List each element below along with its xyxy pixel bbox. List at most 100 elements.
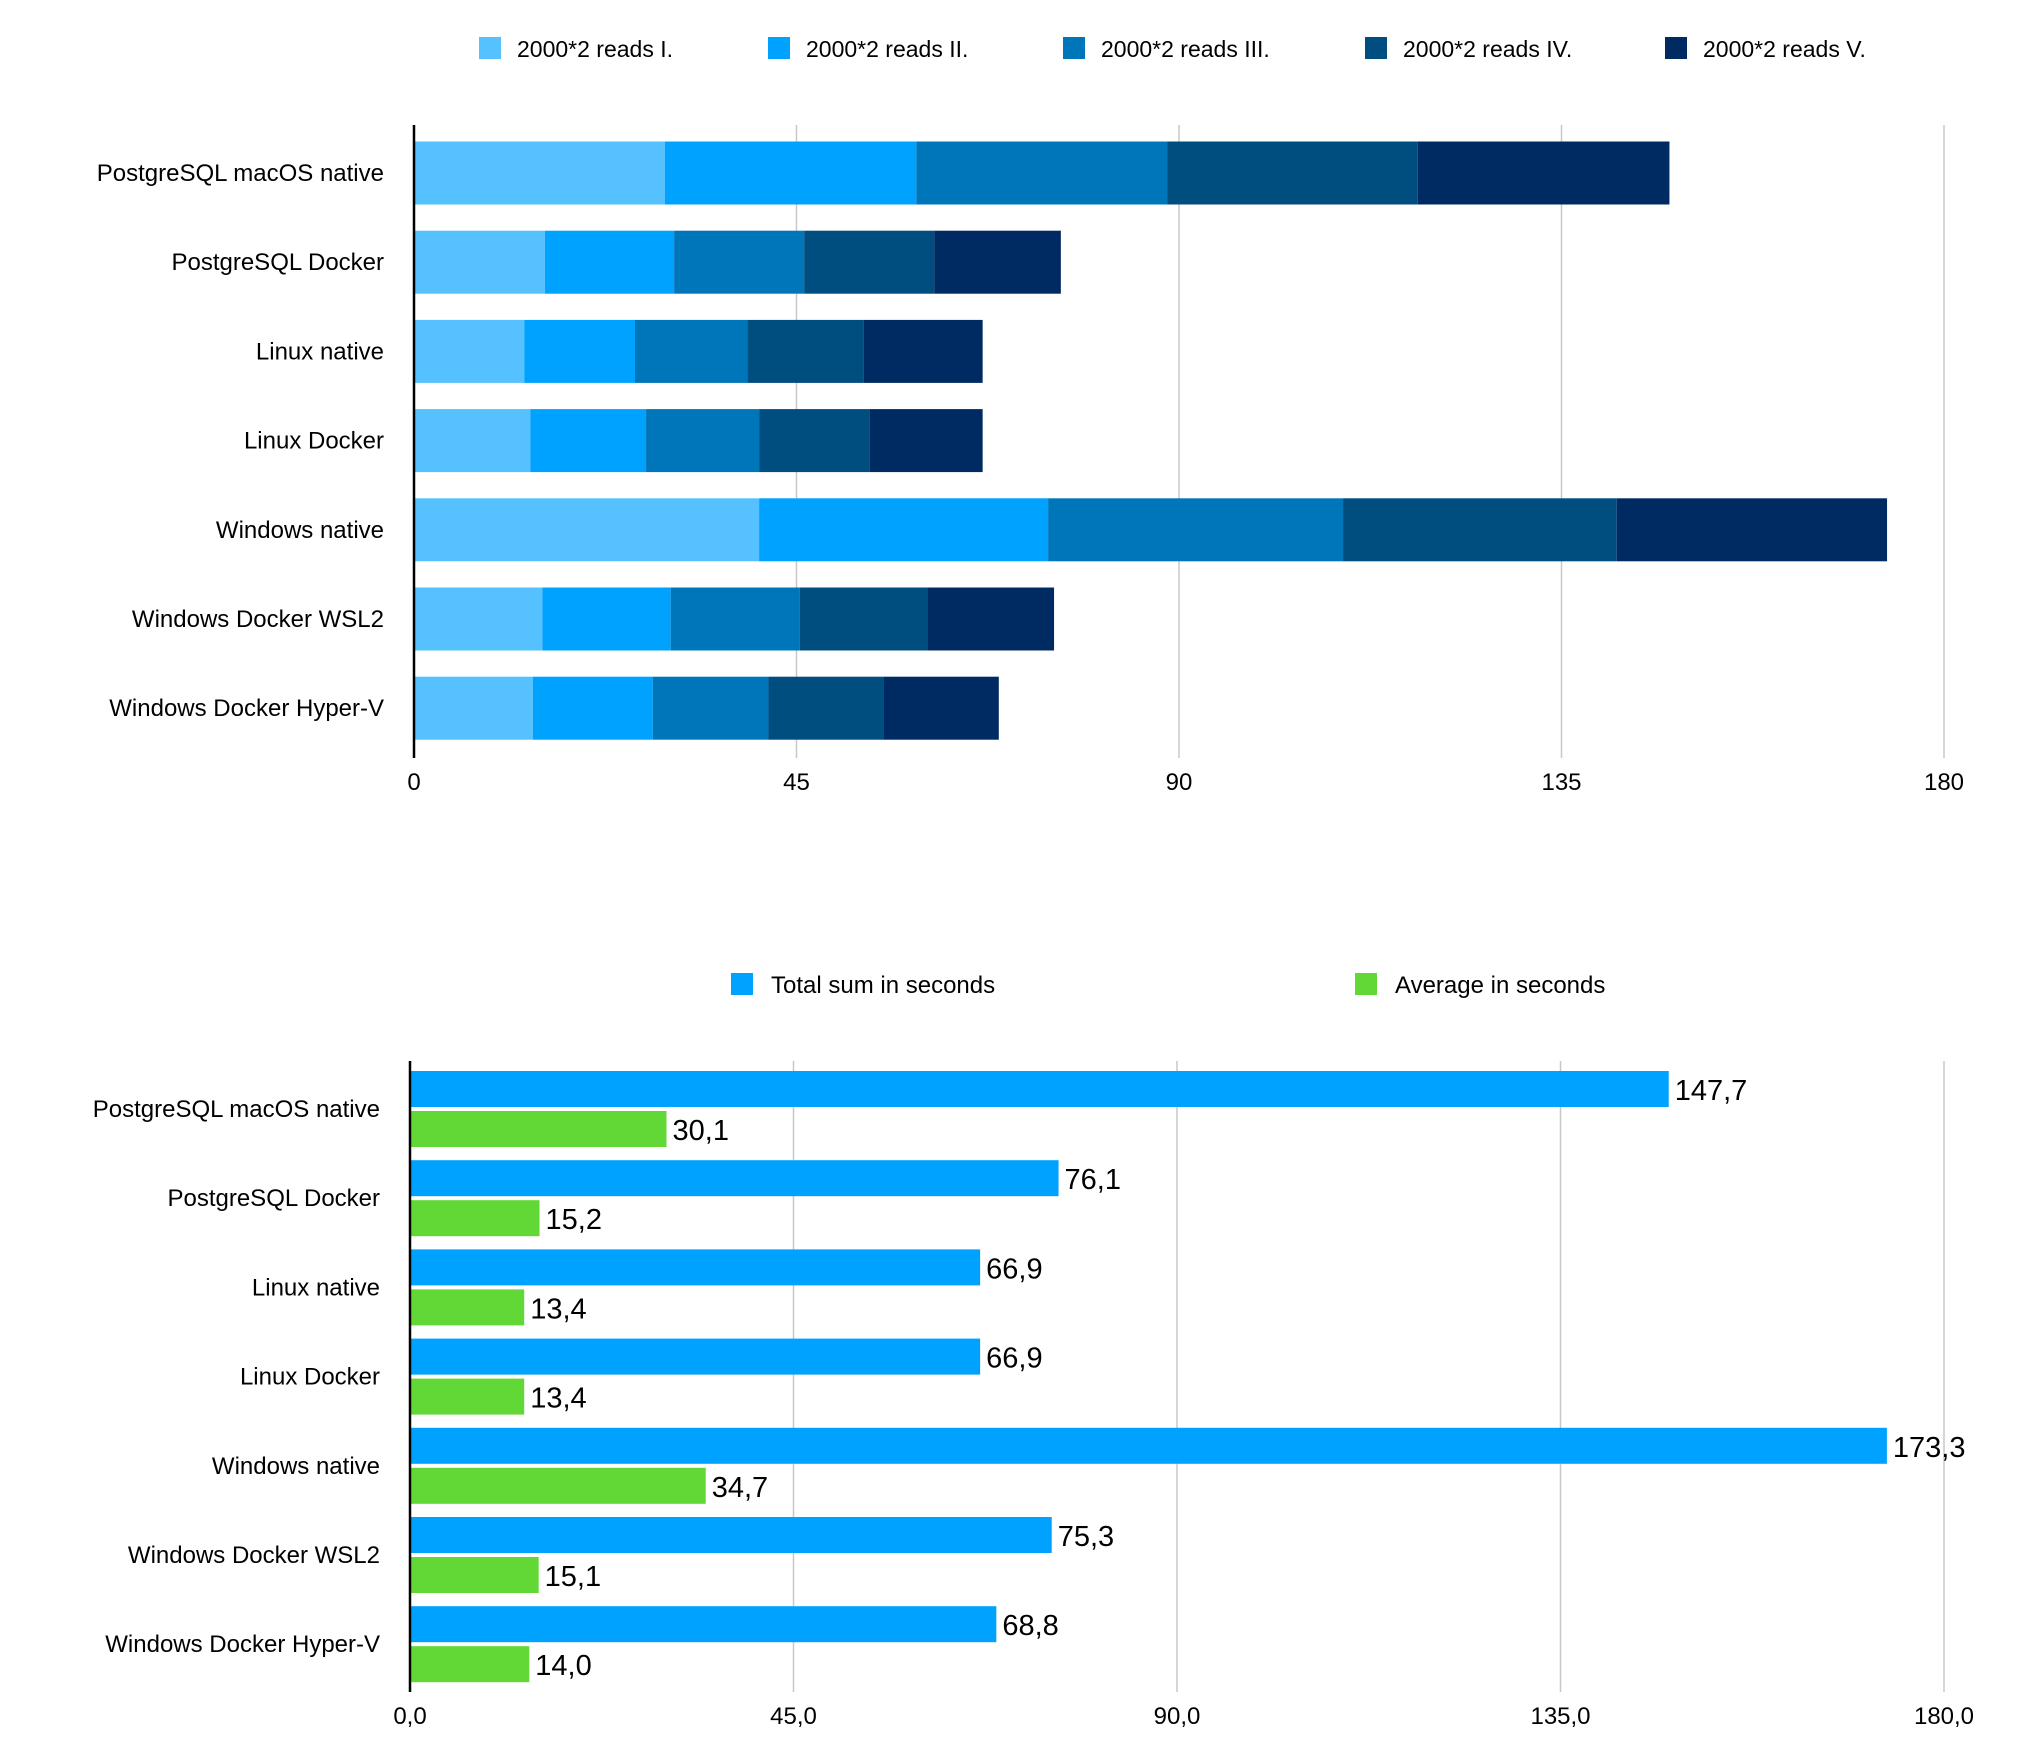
bar [410,1427,1887,1464]
legend-label: 2000*2 reads V. [1703,36,1866,62]
legend-swatch [479,37,501,59]
x-tick-label: 90 [1166,769,1193,796]
data-label: 13,4 [530,1383,586,1415]
bar-segment [768,676,884,740]
category-label: Linux Docker [240,1364,380,1391]
legend-swatch [731,973,753,995]
bar-segment [759,409,870,473]
bar [410,1160,1059,1197]
bar-segment [916,141,1168,205]
bar-segment [1616,498,1888,562]
bar-segment [414,409,531,473]
data-label: 30,1 [673,1115,729,1147]
bar-segment [883,676,999,740]
category-label: Windows native [212,1453,380,1480]
category-label: PostgreSQL macOS native [97,160,384,187]
bar [410,1071,1669,1107]
bar-segment [524,319,635,383]
category-label: Linux native [256,338,384,365]
category-label: Linux native [252,1274,380,1301]
bar-segment [542,587,671,651]
bar-segment [804,230,935,294]
bar-segment [652,676,769,740]
x-tick-label: 0,0 [393,1703,426,1730]
x-tick-label: 45,0 [770,1703,817,1730]
bar-segment [799,587,928,651]
legend-label: 2000*2 reads III. [1101,36,1270,62]
bar-segment [664,141,917,205]
data-label: 15,2 [546,1204,602,1236]
bar [410,1467,706,1504]
bar-segment [414,141,665,205]
bar [410,1111,667,1147]
category-label: Linux Docker [244,428,384,455]
bar-segment [646,409,760,473]
bar-segment [670,587,800,651]
bar [410,1557,539,1593]
bar-segment [414,587,543,651]
bar [410,1606,997,1643]
category-label: Windows Docker WSL2 [128,1542,380,1569]
x-tick-label: 135,0 [1530,1703,1590,1730]
legend-swatch [1063,37,1085,59]
data-label: 34,7 [712,1472,768,1504]
legend-label: 2000*2 reads IV. [1403,36,1572,62]
bar-segment [759,498,1049,562]
category-label: PostgreSQL Docker [167,1185,380,1212]
bar-segment [533,676,653,740]
bar-segment [414,230,545,294]
category-label: Windows native [216,517,384,544]
bar-segment [635,319,748,383]
bar-segment [544,230,675,294]
bar-segment [1167,141,1418,205]
legend-swatch [1355,973,1377,995]
bar-segment [927,587,1055,651]
bar-segment [674,230,805,294]
bar [410,1338,981,1375]
x-tick-label: 90,0 [1154,1703,1201,1730]
data-label: 68,8 [1002,1610,1058,1642]
bar-segment [863,319,983,383]
bar [410,1378,525,1415]
bar [410,1646,530,1683]
bar-segment [414,676,533,740]
bar [410,1200,540,1237]
bar-segment [1417,141,1670,205]
data-label: 75,3 [1058,1521,1114,1553]
legend-label: Total sum in seconds [771,972,995,999]
bar-segment [414,319,525,383]
x-tick-label: 0 [407,769,420,796]
bar-segment [747,319,864,383]
data-label: 14,0 [535,1650,591,1682]
data-label: 76,1 [1065,1164,1121,1196]
legend-label: 2000*2 reads I. [517,36,673,62]
x-tick-label: 180,0 [1914,1703,1974,1730]
data-label: 66,9 [986,1343,1042,1375]
bar-segment [934,230,1061,294]
x-tick-label: 45 [783,769,810,796]
category-label: PostgreSQL Docker [171,249,384,276]
legend-label: 2000*2 reads II. [806,36,968,62]
data-label: 66,9 [986,1253,1042,1285]
bar-segment [869,409,983,473]
category-label: Windows Docker Hyper-V [105,1631,380,1658]
bar-segment [1343,498,1617,562]
data-label: 173,3 [1893,1432,1966,1464]
legend-swatch [1365,37,1387,59]
x-tick-label: 180 [1924,769,1964,796]
data-label: 13,4 [530,1293,586,1325]
bar-segment [414,498,760,562]
x-tick-label: 135 [1541,769,1581,796]
data-label: 147,7 [1675,1075,1748,1107]
category-label: Windows Docker WSL2 [132,606,384,633]
bar [410,1517,1052,1553]
bar [410,1249,981,1286]
category-label: Windows Docker Hyper-V [109,695,384,722]
category-label: PostgreSQL macOS native [93,1096,380,1123]
legend-label: Average in seconds [1395,972,1605,999]
data-label: 15,1 [545,1561,601,1593]
legend-swatch [768,37,790,59]
bar [410,1289,525,1326]
bar-segment [530,409,647,473]
